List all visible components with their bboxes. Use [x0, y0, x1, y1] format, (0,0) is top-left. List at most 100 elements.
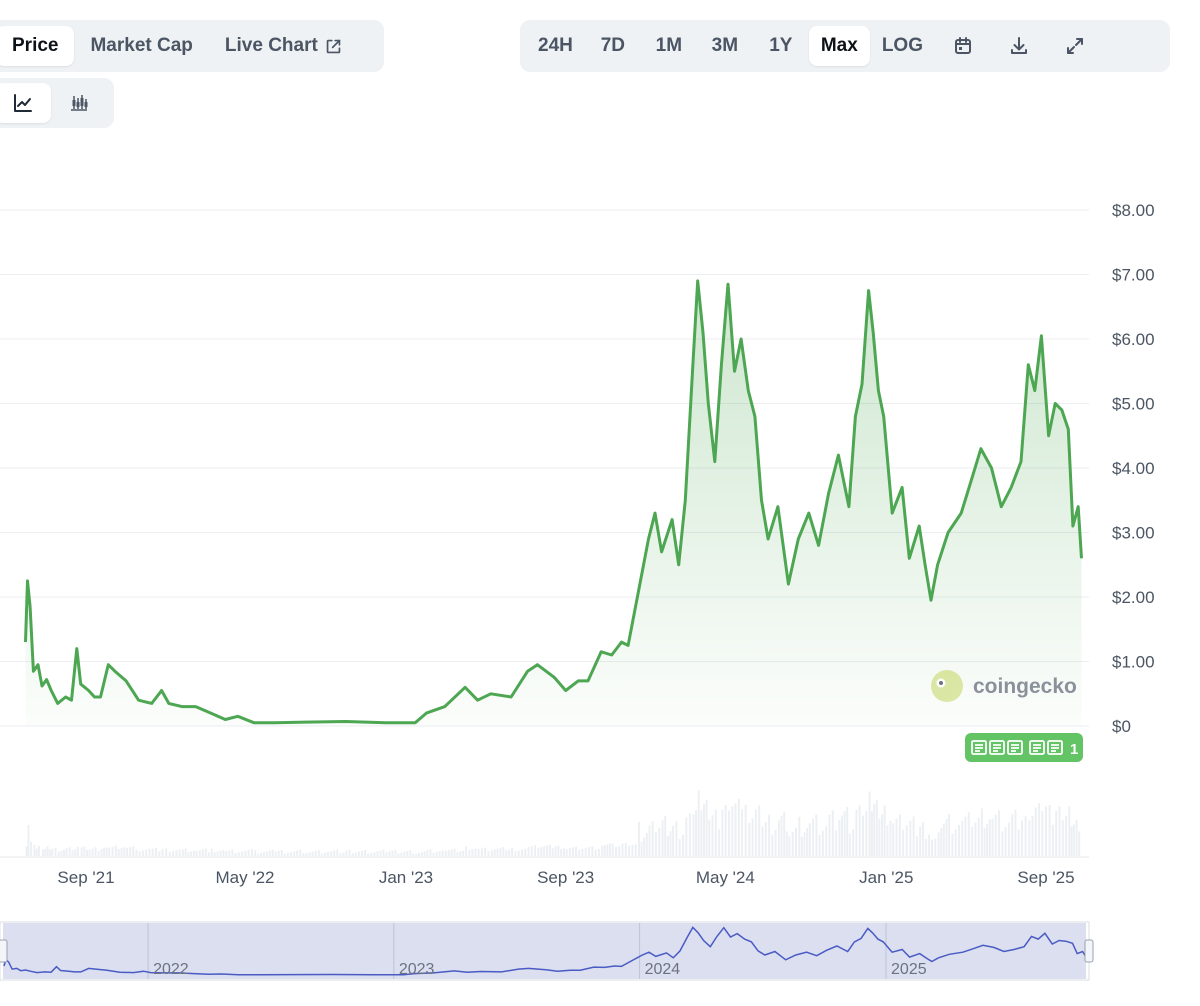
volume-bar: [25, 846, 28, 856]
volume-bar: [912, 816, 915, 856]
volume-bar: [777, 820, 780, 856]
tab-live-chart[interactable]: Live Chart: [209, 26, 358, 66]
range-7d[interactable]: 7D: [600, 35, 625, 56]
navigator-left-handle[interactable]: [0, 939, 8, 963]
fullscreen-button[interactable]: [1047, 26, 1103, 66]
volume-bar: [964, 816, 967, 856]
volume-bar: [385, 852, 388, 856]
volume-bar: [114, 845, 117, 856]
range-navigator[interactable]: 2022 2023 2024 2025: [0, 921, 1094, 981]
range-max[interactable]: Max: [808, 26, 870, 66]
volume-bar: [621, 843, 624, 856]
volume-bar: [744, 804, 747, 856]
range-1y[interactable]: 1Y: [769, 35, 793, 56]
volume-bar: [798, 816, 801, 856]
volume-bar: [161, 849, 164, 856]
volume-bar: [480, 848, 483, 856]
expand-icon: [1067, 38, 1083, 54]
line-chart-icon: [14, 94, 32, 112]
volume-bar: [438, 851, 441, 856]
volume-bar: [336, 849, 339, 856]
volume-bar: [465, 846, 468, 856]
volume-bar: [198, 850, 201, 856]
volume-bar: [540, 847, 543, 856]
volume-bar: [768, 814, 771, 856]
volume-bar: [172, 851, 175, 856]
range-1m[interactable]: 1M: [655, 35, 683, 56]
volume-bar: [27, 825, 30, 856]
volume-bar: [426, 850, 429, 856]
volume-bar: [843, 811, 846, 856]
volume-bar: [57, 851, 60, 856]
line-chart-button[interactable]: [0, 83, 51, 123]
volume-bar: [940, 828, 943, 856]
volume-bar: [30, 841, 33, 856]
y-tick-label: $8.00: [1112, 201, 1155, 220]
volume-bar: [688, 813, 691, 856]
volume-bar: [1078, 831, 1081, 856]
volume-bar: [123, 847, 126, 856]
volume-bar: [184, 848, 187, 856]
volume-bar: [937, 832, 940, 856]
volume-bar: [562, 848, 565, 856]
volume-bar: [584, 848, 587, 856]
volume-bar: [68, 847, 71, 856]
news-events-badge[interactable]: 1: [965, 733, 1083, 762]
volume-bar: [771, 834, 774, 856]
volume-bar: [1021, 820, 1023, 856]
y-axis-labels: $8.00 $7.00 $6.00 $5.00 $4.00 $3.00 $2.00 $1.00…: [1112, 201, 1155, 736]
volume-bar: [60, 850, 63, 856]
log-scale-toggle[interactable]: LOG: [881, 35, 923, 56]
volume-bar: [967, 812, 970, 856]
volume-bar: [852, 829, 855, 856]
volume-bar: [348, 849, 351, 856]
volume-bar: [71, 850, 74, 856]
download-button[interactable]: [991, 26, 1047, 66]
volume-bar: [406, 850, 409, 856]
volume-bar: [213, 852, 216, 856]
volume-bar: [905, 825, 908, 856]
volume-bar: [785, 831, 788, 856]
volume-bar: [105, 847, 108, 856]
volume-bar: [1017, 829, 1020, 856]
tab-market-cap[interactable]: Market Cap: [90, 35, 193, 56]
y-tick-label: $5.00: [1112, 395, 1155, 414]
y-tick-label: $4.00: [1112, 459, 1155, 478]
volume-bar: [103, 848, 106, 856]
volume-bar: [527, 846, 530, 856]
navigator-year-label: 2025: [891, 961, 927, 978]
calendar-icon: [955, 37, 971, 54]
volume-bar: [761, 826, 764, 856]
navigator-year-label: 2022: [153, 961, 189, 978]
volume-bar: [521, 849, 523, 856]
volume-bar: [474, 848, 477, 856]
volume-bar: [974, 822, 977, 856]
volume-bar: [1004, 827, 1007, 856]
navigator-right-handle[interactable]: [1084, 939, 1094, 963]
volume-bar: [397, 853, 400, 856]
volume-bar: [591, 846, 594, 856]
price-area-fill: [25, 280, 1082, 726]
volume-bar: [126, 847, 129, 856]
volume-bar: [571, 847, 574, 856]
date-range-button[interactable]: [935, 26, 991, 66]
volume-bar: [557, 845, 560, 856]
volume-bar: [669, 831, 672, 856]
range-3m[interactable]: 3M: [711, 35, 739, 56]
volume-bar: [477, 849, 480, 856]
navigator-price-line: [3, 926, 1087, 976]
x-tick-label: May '24: [696, 868, 755, 887]
volume-bar: [314, 850, 317, 856]
volume-bar: [870, 811, 873, 856]
volume-bar: [734, 803, 737, 856]
volume-bar: [423, 851, 426, 856]
tab-price[interactable]: Price: [0, 26, 75, 66]
volume-bar: [988, 819, 991, 856]
range-24h[interactable]: 24H: [538, 35, 573, 56]
volume-bar: [1028, 820, 1031, 856]
volume-bar: [578, 849, 581, 856]
volume-bar: [695, 810, 698, 856]
volume-bar: [100, 848, 103, 856]
candlestick-chart-button[interactable]: [51, 83, 107, 123]
